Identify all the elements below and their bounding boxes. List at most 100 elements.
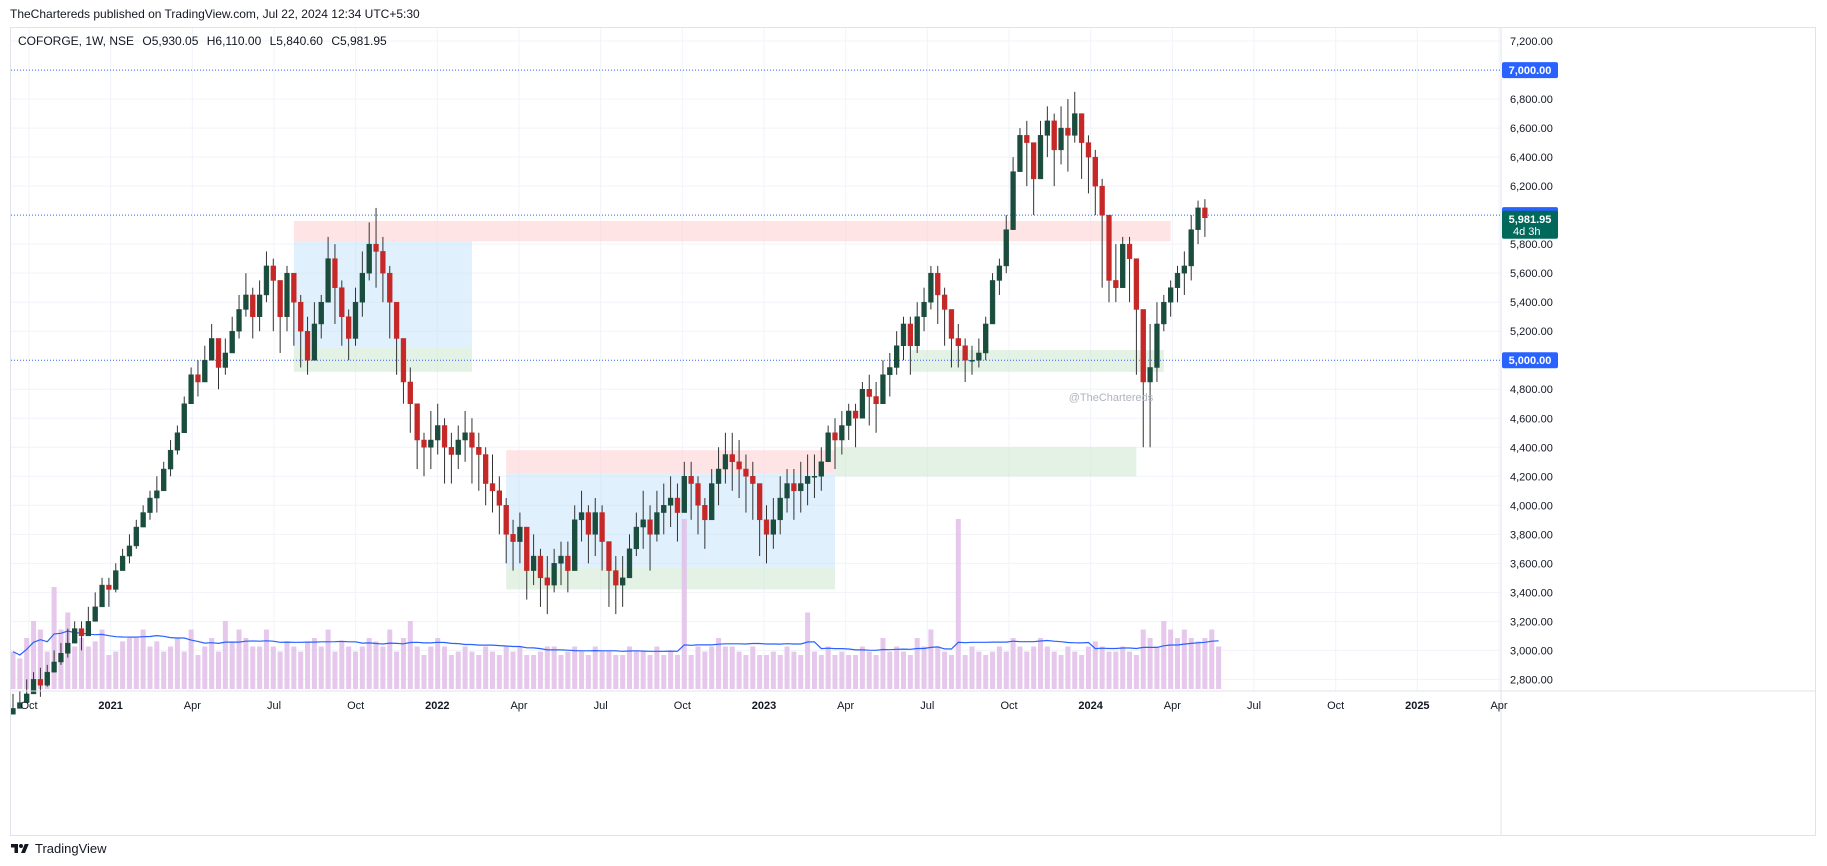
candle <box>1106 214 1112 303</box>
candle <box>770 498 777 549</box>
volume-bar <box>428 646 434 689</box>
candle-body <box>873 396 879 404</box>
candle <box>256 280 263 332</box>
candle <box>1120 236 1126 288</box>
candle <box>44 664 50 687</box>
volume-bar <box>99 629 105 689</box>
volume-bar <box>339 641 345 689</box>
candle-body <box>78 628 85 637</box>
candle <box>948 309 955 368</box>
candle-body <box>551 563 557 586</box>
legend-low: L5,840.60 <box>269 34 323 48</box>
candle-body <box>1174 272 1181 288</box>
time-tick-label: 2021 <box>98 700 122 712</box>
candle <box>839 411 845 455</box>
candle-body <box>243 294 249 310</box>
candle-body <box>1031 142 1037 180</box>
volume-bar <box>668 651 674 689</box>
volume-bar <box>811 651 817 689</box>
candle-body <box>1092 156 1098 187</box>
volume-bar <box>1085 646 1091 689</box>
time-tick-label: Jul <box>594 700 608 712</box>
candle <box>880 360 886 404</box>
candle-body <box>1085 142 1092 158</box>
volume-bar <box>1209 629 1215 689</box>
volume-bar <box>859 646 865 689</box>
footer-brand[interactable]: TradingView <box>10 841 107 856</box>
candle <box>441 418 448 484</box>
candle-body <box>1113 280 1119 288</box>
volume-bar <box>503 646 509 689</box>
volume-bar <box>421 655 427 689</box>
candle <box>113 563 119 593</box>
candle <box>85 606 91 637</box>
volume-bar <box>1154 646 1160 689</box>
candle-body <box>592 512 598 535</box>
volume-bar <box>743 655 749 689</box>
candle-body <box>1133 258 1140 310</box>
candle-body <box>1181 265 1187 274</box>
volume-bar <box>455 651 461 689</box>
time-tick-label: Apr <box>184 700 201 712</box>
candle <box>161 461 167 492</box>
chart-frame[interactable]: @TheChartereds 7,200.00 6,800.00 6,600.00 6,… <box>10 27 1816 836</box>
candle-body <box>291 272 297 303</box>
candlestick-chart[interactable]: @TheChartereds 7,200.00 6,800.00 6,600.00 6,… <box>11 28 1815 835</box>
volume-bar <box>106 655 112 689</box>
volume-bar <box>1051 651 1057 689</box>
volume-bar <box>983 655 989 689</box>
candle-body <box>524 526 530 571</box>
volume-bar <box>914 638 920 689</box>
zone-demand <box>835 447 1137 477</box>
volume-bar <box>1168 629 1174 689</box>
candle-body <box>181 403 187 434</box>
volume-bar <box>887 651 893 689</box>
candle-body <box>366 243 372 274</box>
volume-bar <box>161 651 167 689</box>
volume-bar <box>990 651 996 689</box>
candle <box>503 498 509 564</box>
candle <box>1195 200 1201 245</box>
candle-body <box>462 432 468 441</box>
volume-bar <box>599 651 605 689</box>
volume-bar <box>880 638 886 689</box>
candle <box>366 222 372 281</box>
volume-bar <box>1038 638 1043 689</box>
candle-body <box>202 359 208 383</box>
candle <box>969 345 975 375</box>
candle <box>811 454 818 499</box>
candle-body <box>784 483 790 499</box>
price-tick-label: 2,800.00 <box>1510 674 1553 686</box>
volume-bar <box>181 651 187 689</box>
candle-body <box>1065 127 1071 136</box>
candle-body <box>722 454 729 470</box>
candle <box>565 541 571 593</box>
candle-body <box>99 584 105 608</box>
volume-bar <box>85 646 91 689</box>
volume-bar <box>627 646 632 689</box>
volume-bar <box>1044 646 1050 689</box>
candle-body <box>58 653 64 663</box>
candle <box>935 265 941 324</box>
volume-bar <box>1195 641 1201 689</box>
candle <box>530 534 537 586</box>
volume-bar <box>640 651 646 689</box>
candle-body <box>195 374 201 383</box>
candle-body <box>517 526 523 542</box>
candle <box>976 338 982 368</box>
legend-open: O5,930.05 <box>142 34 199 48</box>
volume-bar <box>1133 655 1139 689</box>
candle <box>941 287 948 346</box>
volume-bar <box>695 646 701 689</box>
candle <box>236 294 242 339</box>
candle-body <box>880 374 886 404</box>
volume-bar <box>1017 646 1023 689</box>
candle <box>311 302 318 361</box>
volume-bar <box>92 641 98 689</box>
candle-body <box>633 526 640 550</box>
candle-body <box>1147 367 1153 383</box>
time-tick-label: Oct <box>1327 700 1344 712</box>
volume-bar <box>1092 641 1098 689</box>
volume-bar <box>928 629 934 689</box>
volume-bar <box>805 612 811 689</box>
